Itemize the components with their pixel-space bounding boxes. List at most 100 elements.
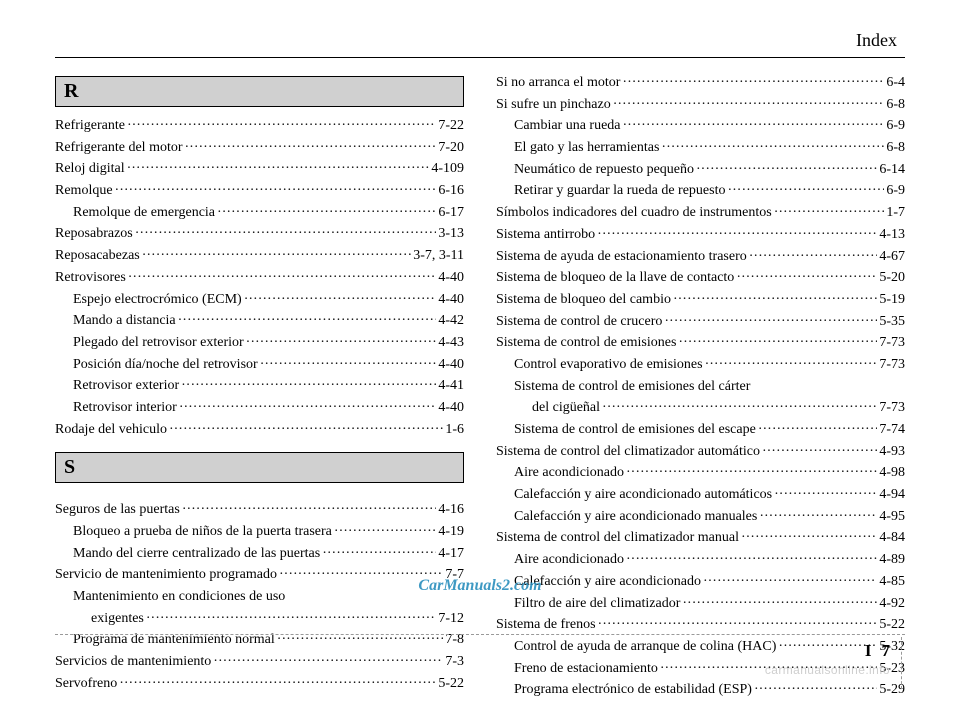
index-label: Posición día/noche del retrovisor [73,354,258,376]
index-entry: Sistema de control del climatizador manu… [496,527,905,549]
index-entry-continuation: exigentes 7-12 [55,608,464,630]
index-label: Mando del cierre centralizado de las pue… [73,543,320,565]
index-label: Sistema de bloqueo del cambio [496,289,671,311]
index-entry: El gato y las herramientas 6-8 [496,137,905,159]
index-label: Espejo electrocrómico (ECM) [73,289,242,311]
index-label: Refrigerante del motor [55,137,183,159]
index-entry: Remolque6-16 [55,180,464,202]
index-entry: Sistema de control de crucero5-35 [496,311,905,333]
page-digit: 7 [882,641,891,661]
index-entry: Rodaje del vehiculo 1-6 [55,419,464,441]
index-label: Servicio de mantenimiento programado [55,564,277,586]
page-ref: 4-92 [879,593,905,615]
page: Index RRefrigerante7-22Refrigerante del … [0,0,960,689]
section-letter: I [865,641,872,661]
leader-dots [758,419,878,441]
leader-dots [661,137,884,159]
index-label: El gato y las herramientas [514,137,659,159]
index-entry: Sistema de ayuda de estacionamiento tras… [496,246,905,268]
page-ref: 4-67 [879,246,905,268]
index-label: Calefacción y aire acondicionado [514,571,701,593]
index-entry: Si no arranca el motor6-4 [496,72,905,94]
index-entry: Sistema de control de emisiones del esca… [496,419,905,441]
index-entry: Símbolos indicadores del cuadro de instr… [496,202,905,224]
index-label: exigentes [91,608,144,630]
columns: RRefrigerante7-22Refrigerante del motor7… [55,72,905,701]
page-ref: 7-12 [438,608,464,630]
index-label: Reposabrazos [55,223,133,245]
index-label: Sistema de ayuda de estacionamiento tras… [496,246,747,268]
index-label: Filtro de aire del climatizador [514,593,680,615]
index-entry: Control evaporativo de emisiones7-73 [496,354,905,376]
leader-dots [279,564,443,586]
index-entry: Mando a distancia4-42 [55,310,464,332]
leader-dots [622,72,884,94]
index-entry: Bloqueo a prueba de niños de la puerta t… [55,521,464,543]
page-ref: 7-22 [438,115,464,137]
index-label: Control de ayuda de arranque de colina (… [514,636,776,658]
leader-dots [179,397,437,419]
index-entry: Aire acondicionado4-89 [496,549,905,571]
index-entry: Sistema de bloqueo del cambio 5-19 [496,289,905,311]
leader-dots [127,158,430,180]
index-label: Servofreno [55,673,117,695]
index-entry: Espejo electrocrómico (ECM)4-40 [55,289,464,311]
index-label: Rodaje del vehiculo [55,419,167,441]
index-label: Programa de mantenimiento normal [73,629,275,651]
page-ref: 4-19 [438,521,464,543]
leader-dots [727,180,884,202]
page-ref: 5-19 [879,289,905,311]
page-ref: 6-8 [886,137,905,159]
page-ref: 1-7 [886,202,905,224]
index-label: Remolque [55,180,113,202]
leader-dots [182,499,437,521]
index-entry: Aire acondicionado4-98 [496,462,905,484]
page-ref: 4-42 [438,310,464,332]
page-ref: 4-85 [879,571,905,593]
page-ref: 4-84 [879,527,905,549]
index-entry: Programa de mantenimiento normal7-8 [55,629,464,651]
leader-dots [115,180,437,202]
index-label: Mantenimiento en condiciones de uso [73,586,285,608]
index-entry: Retrovisores4-40 [55,267,464,289]
index-label: Control evaporativo de emisiones [514,354,703,376]
page-ref: 4-16 [438,499,464,521]
page-ref: 4-43 [438,332,464,354]
index-entry: Mando del cierre centralizado de las pue… [55,543,464,565]
index-entry: Retrovisor interior4-40 [55,397,464,419]
index-label: Servicios de mantenimiento [55,651,211,673]
page-ref: 7-3 [445,651,464,673]
page-ref: 1-6 [445,419,464,441]
right-column: Si no arranca el motor6-4Si sufre un pin… [496,72,905,701]
leader-dots [597,224,877,246]
index-entry: Remolque de emergencia6-17 [55,202,464,224]
index-entry: Sistema de control del climatizador auto… [496,441,905,463]
index-label: Reposacabezas [55,245,140,267]
index-label: Sistema de frenos [496,614,596,636]
index-label: Plegado del retrovisor exterior [73,332,244,354]
header-rule [55,57,905,58]
page-ref: 4-13 [879,224,905,246]
page-ref: 7-74 [879,419,905,441]
index-entry: Sistema antirrobo 4-13 [496,224,905,246]
index-entry: Reposabrazos3-13 [55,223,464,245]
page-ref: 6-4 [886,72,905,94]
index-entry: Calefacción y aire acondicionado 4-85 [496,571,905,593]
leader-dots [602,397,877,419]
index-label: Sistema antirrobo [496,224,595,246]
index-label: Si sufre un pinchazo [496,94,611,116]
page-ref: 7-7 [445,564,464,586]
index-label: Refrigerante [55,115,125,137]
page-ref: 3-7, 3-11 [413,245,464,267]
index-label: Sistema de control de emisiones [496,332,676,354]
index-entry: Control de ayuda de arranque de colina (… [496,636,905,658]
index-entry: Plegado del retrovisor exterior 4-43 [55,332,464,354]
leader-dots [749,246,878,268]
index-entry: Sistema de control de emisiones del cárt… [496,376,905,398]
index-label: Retrovisor interior [73,397,177,419]
leader-dots [217,202,436,224]
page-ref: 4-41 [438,375,464,397]
leader-dots [623,115,885,137]
left-column: RRefrigerante7-22Refrigerante del motor7… [55,72,464,701]
page-ref: 7-20 [438,137,464,159]
